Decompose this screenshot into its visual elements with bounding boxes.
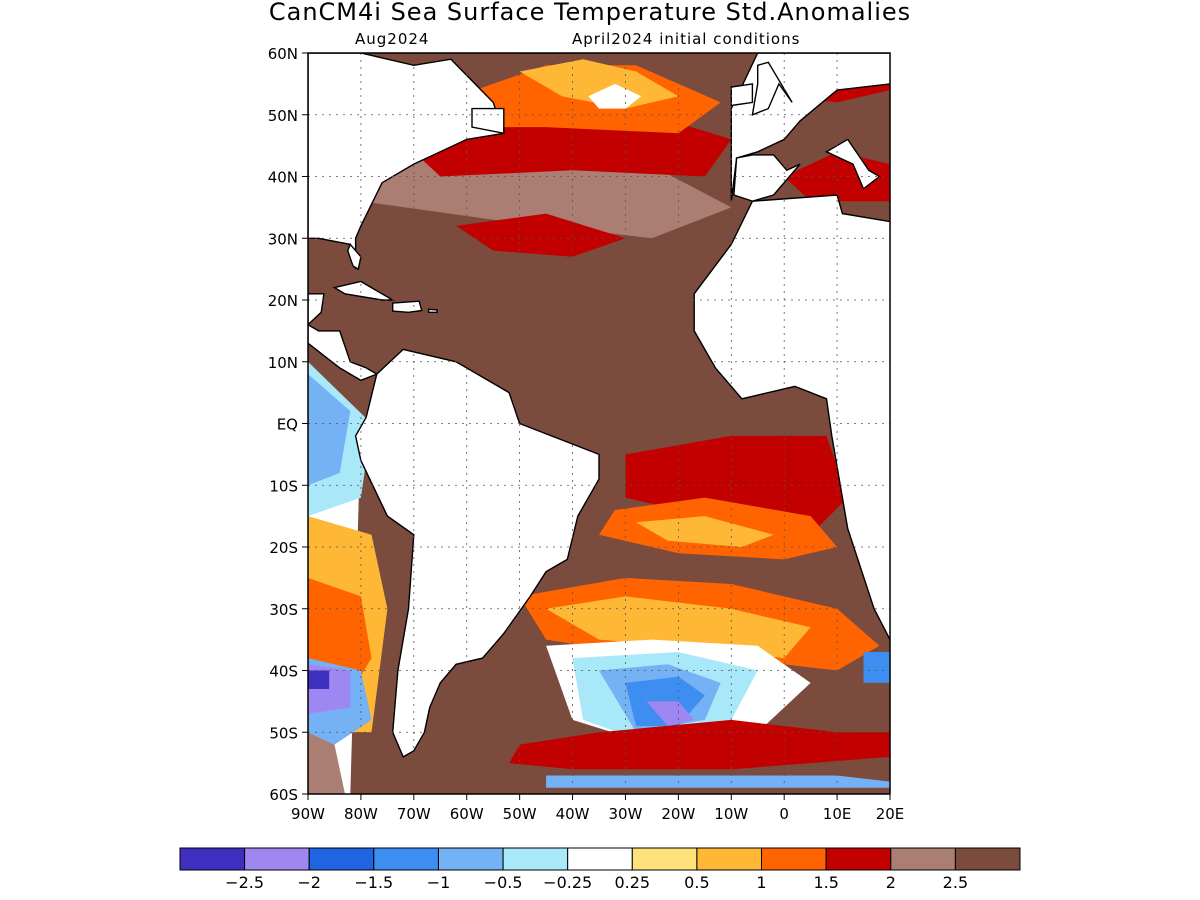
initial-conditions: April2024 initial conditions xyxy=(572,30,800,48)
latitude-tick-label: EQ xyxy=(277,416,298,434)
yucatan-landmass xyxy=(308,293,325,326)
africa-landmass xyxy=(693,194,890,641)
longitude-tick-label: 50W xyxy=(503,805,537,823)
anomaly-region xyxy=(636,516,774,547)
colorbar-swatch xyxy=(631,847,698,871)
colorbar-swatch xyxy=(502,847,569,871)
colorbar-swatch xyxy=(954,847,1021,871)
longitude-tick-label: 60W xyxy=(450,805,484,823)
central-america-landmass xyxy=(308,323,379,382)
latitude-axis: 60N 50N 40N 30N 20N 10N EQ 10S 20S 30S 40S 50S 60S xyxy=(268,45,308,804)
colorbar-label: −2 xyxy=(297,873,321,892)
anomaly-region xyxy=(308,670,330,689)
south-america-landmass xyxy=(354,348,600,758)
colorbar-label: −2.5 xyxy=(225,873,264,892)
latitude-tick-label: 50N xyxy=(268,107,298,125)
colorbar-swatch xyxy=(438,847,504,871)
colorbar-swatch xyxy=(825,847,892,871)
colorbar-label: 1 xyxy=(756,873,766,892)
puerto-rico-landmass xyxy=(427,308,438,313)
colorbar-label: −0.5 xyxy=(484,873,523,892)
iberia-landmass xyxy=(733,154,801,202)
colorbar-label: −0.25 xyxy=(543,873,592,892)
longitude-axis: 90W 80W 70W 60W 50W 40W 30W 20W 10W 0 10E 20E xyxy=(291,794,904,823)
british-isles-landmass xyxy=(751,61,793,116)
map-title: CanCM4i Sea Surface Temperature Std.Anom… xyxy=(269,0,911,26)
latitude-tick-label: 10N xyxy=(268,354,298,372)
latitude-tick-label: 60N xyxy=(268,45,298,63)
colorbar-label: −1.5 xyxy=(354,873,393,892)
longitude-tick-label: 90W xyxy=(291,805,325,823)
anomaly-region xyxy=(308,732,345,794)
forecast-month: Aug2024 xyxy=(355,30,429,48)
north-america-landmass xyxy=(308,53,505,270)
anomaly-region xyxy=(863,652,890,683)
colorbar-swatch xyxy=(244,847,310,871)
land-layer xyxy=(308,53,890,758)
latitude-tick-label: 10S xyxy=(269,477,298,495)
longitude-tick-label: 10W xyxy=(714,805,748,823)
colorbar-label: 1.5 xyxy=(813,873,838,892)
latitude-tick-label: 30S xyxy=(269,601,298,619)
colorbar-swatch xyxy=(567,847,633,871)
colorbar-swatch xyxy=(179,847,246,871)
anomaly-region xyxy=(546,775,890,788)
map-panel xyxy=(307,52,891,795)
colorbar-label: 0.25 xyxy=(614,873,650,892)
anomaly-region xyxy=(509,719,890,770)
newfoundland-landmass xyxy=(471,107,505,135)
latitude-tick-label: 40N xyxy=(268,169,298,187)
colorbar-label: 0.5 xyxy=(684,873,709,892)
longitude-tick-label: 0 xyxy=(779,805,789,823)
latitude-tick-label: 30N xyxy=(268,230,298,248)
colorbar-label: 2.5 xyxy=(943,873,968,892)
longitude-tick-label: 20E xyxy=(876,805,905,823)
anomaly-region xyxy=(646,701,695,727)
anomaly-region xyxy=(588,83,642,109)
anomaly-region xyxy=(456,213,626,257)
latitude-tick-label: 50S xyxy=(269,724,298,742)
longitude-tick-label: 20W xyxy=(661,805,695,823)
colorbar-label: 2 xyxy=(886,873,896,892)
latitude-tick-label: 20S xyxy=(269,539,298,557)
longitude-tick-label: 80W xyxy=(344,805,378,823)
florida-landmass xyxy=(346,243,362,271)
colorbar-swatch xyxy=(308,847,375,871)
colorbar-swatch xyxy=(890,847,956,871)
italy-landmass xyxy=(824,138,881,190)
hispaniola-landmass xyxy=(392,300,423,314)
latitude-tick-label: 20N xyxy=(268,292,298,310)
colorbar: −2.5 −2 −1.5 −1 −0.5 −0.25 0.25 0.5 1 1.5 2 2.5 xyxy=(179,847,1021,892)
latitude-tick-label: 60S xyxy=(269,786,298,804)
longitude-tick-label: 10E xyxy=(823,805,852,823)
grid-layer xyxy=(308,53,890,794)
anomaly-region xyxy=(308,374,351,486)
colorbar-swatch xyxy=(696,847,763,871)
colorbar-swatch xyxy=(373,847,439,871)
colorbar-label: −1 xyxy=(427,873,451,892)
colorbar-swatch xyxy=(761,847,827,871)
ireland-landmass xyxy=(730,83,754,107)
longitude-tick-label: 40W xyxy=(556,805,590,823)
anomaly-region xyxy=(318,188,705,424)
latitude-tick-label: 40S xyxy=(269,663,298,681)
cuba-landmass xyxy=(332,280,396,301)
longitude-tick-label: 30W xyxy=(608,805,642,823)
longitude-tick-label: 70W xyxy=(397,805,431,823)
